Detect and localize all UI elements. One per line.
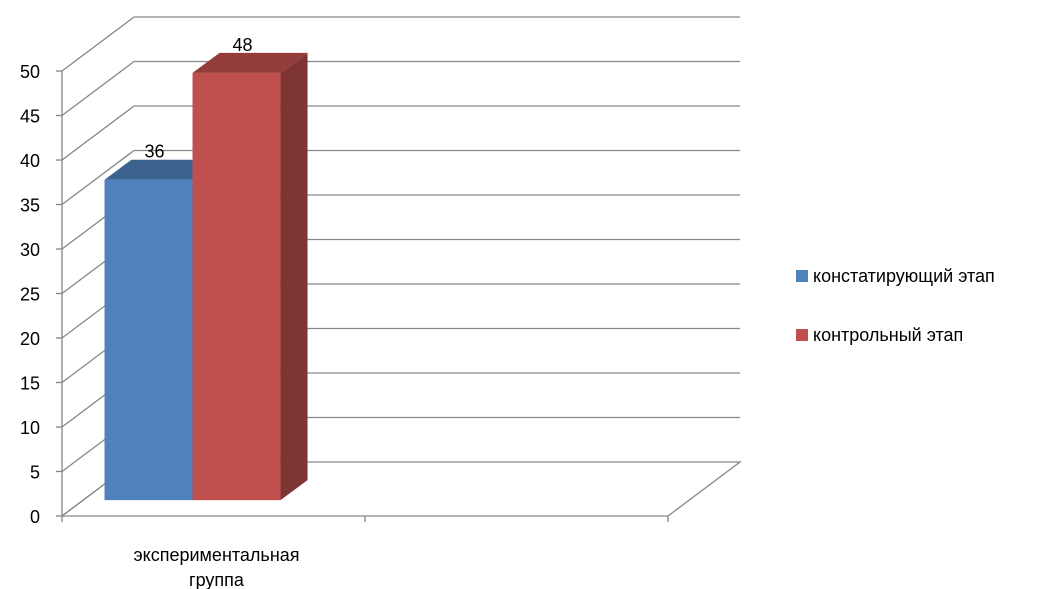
y-tick-label-1: 5 — [30, 463, 40, 483]
y-tick-label-0: 0 — [30, 507, 40, 527]
x-axis-category-labels: экспериментальная группа — [133, 545, 299, 589]
category-label-line-1: экспериментальная — [133, 545, 299, 565]
y-tick-label-5: 25 — [20, 285, 40, 305]
bar-front-face — [192, 72, 281, 501]
chart-data-labels: 36 48 — [145, 35, 253, 162]
bar-2-1 — [192, 52, 308, 501]
y-tick-label-9: 45 — [20, 107, 40, 127]
legend-item-series-1: констатирующий этап — [796, 262, 995, 290]
y-tick-label-8: 40 — [20, 151, 40, 171]
bar-front-face — [104, 179, 193, 501]
data-label-2-1: 48 — [233, 35, 253, 55]
category-label-line-2: группа — [189, 570, 245, 589]
side-gridline-7 — [61, 149, 135, 206]
legend-swatch-series-2 — [796, 329, 808, 341]
y-tick-label-6: 30 — [20, 240, 40, 260]
bar-top-face — [104, 159, 220, 180]
legend-label-series-1: констатирующий этап — [813, 265, 995, 286]
chart-legend: констатирующий этап контрольный этап — [796, 262, 995, 380]
chart-axes — [56, 70, 669, 522]
legend-swatch-series-1 — [796, 270, 808, 282]
y-tick-label-4: 20 — [20, 329, 40, 349]
side-gridline-8 — [61, 105, 135, 161]
y-axis-tick-labels: 0 5 10 15 20 25 30 35 40 45 50 — [20, 62, 40, 527]
y-tick-label-2: 10 — [20, 418, 40, 438]
side-gridline-9 — [61, 60, 135, 117]
data-label-1-1: 36 — [145, 142, 165, 162]
bar-top-face — [192, 52, 308, 73]
y-tick-label-3: 15 — [20, 374, 40, 394]
side-gridline-10 — [61, 16, 135, 72]
y-tick-label-7: 35 — [20, 196, 40, 216]
legend-label-series-2: контрольный этап — [813, 324, 964, 345]
bar-side-face — [280, 52, 308, 501]
y-tick-label-10: 50 — [20, 62, 40, 82]
category-label-1: экспериментальная группа — [133, 545, 299, 589]
legend-item-series-2: контрольный этап — [796, 321, 995, 349]
chart-bars — [104, 52, 308, 501]
